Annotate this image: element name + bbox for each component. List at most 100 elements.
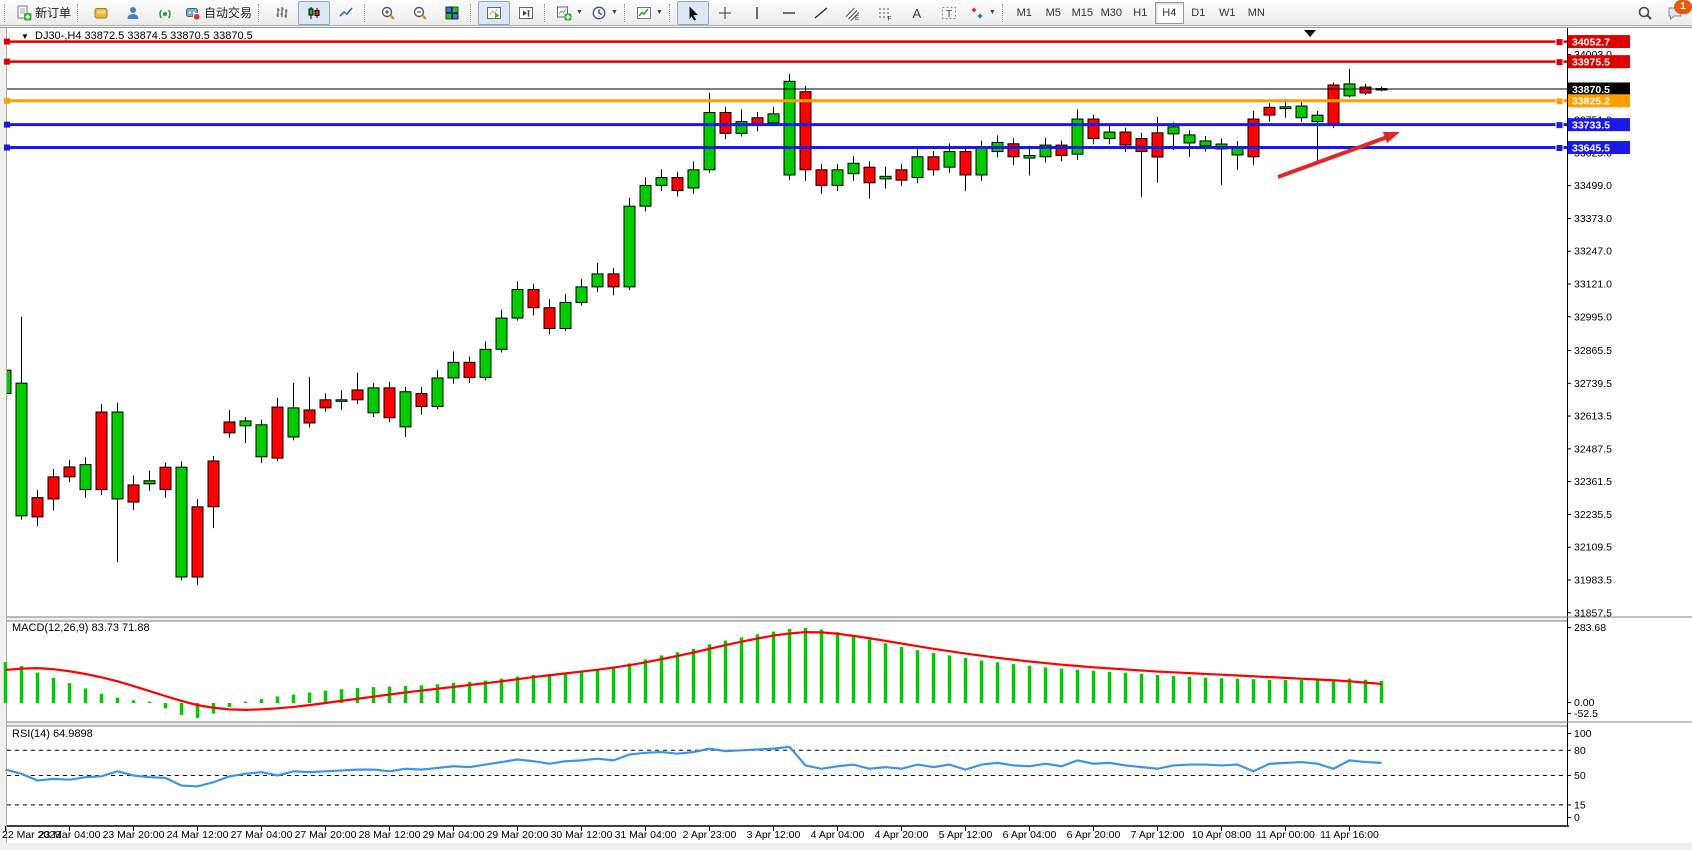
line-anchor-icon[interactable]: [4, 38, 10, 45]
tile-windows-button[interactable]: [436, 1, 468, 25]
candle-body: [735, 121, 748, 134]
macd-histogram-bar: [707, 644, 712, 703]
macd-histogram-bar: [179, 703, 184, 715]
timeframe-button-w1[interactable]: W1: [1219, 6, 1236, 19]
timeframe-button-m5[interactable]: M5: [1045, 6, 1061, 19]
macd-layer: 283.68 0.00-52.5: [3, 622, 1606, 720]
vline-icon: [756, 6, 758, 19]
signals-button[interactable]: [149, 1, 181, 25]
macd-histogram-bar: [803, 627, 808, 703]
arrows-button[interactable]: ▼: [965, 1, 1000, 25]
candle-body: [655, 177, 668, 186]
chart-menu-arrow[interactable]: ▼: [21, 32, 29, 41]
trendline-button[interactable]: [805, 1, 837, 25]
macd-histogram-bar: [1187, 676, 1192, 703]
notifications-button[interactable]: 1: [1662, 0, 1692, 24]
macd-histogram-bar: [771, 631, 776, 703]
auto-scroll-button[interactable]: [510, 1, 542, 25]
macd-histogram-bar: [835, 632, 840, 703]
timeframe-button-h1[interactable]: H1: [1133, 6, 1148, 19]
macd-histogram-bar: [547, 673, 552, 703]
vertical-line-button[interactable]: [741, 1, 773, 25]
macd-histogram-bar: [1315, 679, 1320, 703]
macd-histogram-bar: [1219, 678, 1224, 703]
candle-body: [959, 151, 972, 176]
candle-body: [1055, 144, 1068, 156]
candles-chart-icon: [308, 6, 320, 19]
horizontal-line-button[interactable]: [773, 1, 805, 25]
macd-signal-line: [5, 631, 1382, 711]
candle-body: [15, 382, 28, 517]
line-anchor-icon[interactable]: [4, 144, 10, 151]
equidistant-channel-button[interactable]: E: [837, 1, 869, 25]
zoom-in-button[interactable]: [372, 1, 404, 25]
cursor-button[interactable]: [676, 0, 709, 25]
timeframe-button-m15[interactable]: M15: [1071, 6, 1093, 19]
candle-body: [1039, 144, 1052, 158]
line-anchor-icon[interactable]: [1555, 97, 1564, 106]
fibonacci-button[interactable]: F: [869, 1, 901, 25]
price-tick-label: 33499.0: [1574, 180, 1612, 192]
macd-histogram-bar: [675, 652, 680, 703]
chart-shift-marker[interactable]: [1304, 30, 1316, 37]
zoom-out-button[interactable]: [404, 1, 436, 25]
candle-body: [271, 406, 284, 459]
toolbar-group-grip: [77, 3, 81, 22]
macd-histogram-bar: [899, 646, 904, 703]
candle-body: [687, 169, 700, 189]
toolbar-group-grip: [544, 3, 548, 22]
zoom-out-icon: [413, 6, 427, 20]
timeframe-button-h4[interactable]: H4: [1154, 1, 1184, 24]
bar-chart-button[interactable]: [266, 1, 298, 25]
line-anchor-icon[interactable]: [4, 121, 10, 128]
timeframe-button-d1[interactable]: D1: [1191, 6, 1206, 19]
line-anchor-icon[interactable]: [1555, 144, 1564, 153]
macd-histogram-bar: [579, 671, 584, 703]
new-chart-button[interactable]: ▼: [552, 1, 587, 25]
macd-histogram-bar: [963, 658, 968, 703]
crosshair-button[interactable]: [709, 1, 741, 25]
candle-body: [415, 393, 428, 408]
time-axis-label: 7 Apr 12:00: [1131, 829, 1185, 841]
line-anchor-icon[interactable]: [4, 58, 10, 65]
macd-histogram-bar: [627, 663, 632, 703]
macd-histogram-bar: [355, 687, 360, 703]
line-anchor-icon[interactable]: [4, 97, 10, 104]
macd-histogram-bar: [787, 628, 792, 703]
price-tick-label: 32995.0: [1574, 311, 1612, 323]
macd-histogram-bar: [115, 697, 120, 703]
text-label-button[interactable]: T: [933, 1, 965, 25]
line-chart-button[interactable]: [330, 1, 362, 25]
trend-arrow[interactable]: [1277, 131, 1400, 179]
line-anchor-icon[interactable]: [1555, 58, 1564, 67]
period-selector-button[interactable]: ▼: [587, 1, 622, 25]
price-tick-label: 33373.0: [1574, 213, 1612, 225]
profiles-button[interactable]: [85, 1, 117, 25]
timeframe-button-mn[interactable]: MN: [1247, 6, 1265, 19]
timeframe-button-m30[interactable]: M30: [1100, 6, 1122, 19]
candle-body: [703, 112, 716, 171]
search-button[interactable]: [1632, 2, 1658, 24]
candle-body: [575, 286, 588, 303]
macd-histogram-bar: [243, 701, 248, 703]
line-anchor-icon[interactable]: [1555, 38, 1564, 47]
timeframe-button-m1[interactable]: M1: [1016, 6, 1032, 19]
candle-body: [479, 348, 492, 378]
candle-body: [1135, 138, 1148, 153]
community-button[interactable]: [117, 1, 149, 25]
candle-body: [831, 169, 844, 186]
line-anchor-icon[interactable]: [1555, 121, 1564, 130]
candlestick-chart-button[interactable]: [298, 0, 331, 25]
chart-shift-button[interactable]: [478, 0, 511, 25]
macd-histogram-bar: [291, 694, 296, 703]
text-icon: A: [912, 6, 921, 21]
candle-body: [767, 113, 780, 124]
macd-scale-label: -52.5: [1574, 708, 1598, 720]
indicators-button[interactable]: ▼: [632, 1, 667, 25]
new-order-button[interactable]: 新订单: [12, 1, 75, 25]
macd-histogram-bar: [307, 692, 312, 703]
autotrading-button[interactable]: 自动交易: [181, 1, 256, 25]
text-button[interactable]: A: [901, 1, 933, 25]
macd-histogram-bar: [67, 683, 72, 703]
